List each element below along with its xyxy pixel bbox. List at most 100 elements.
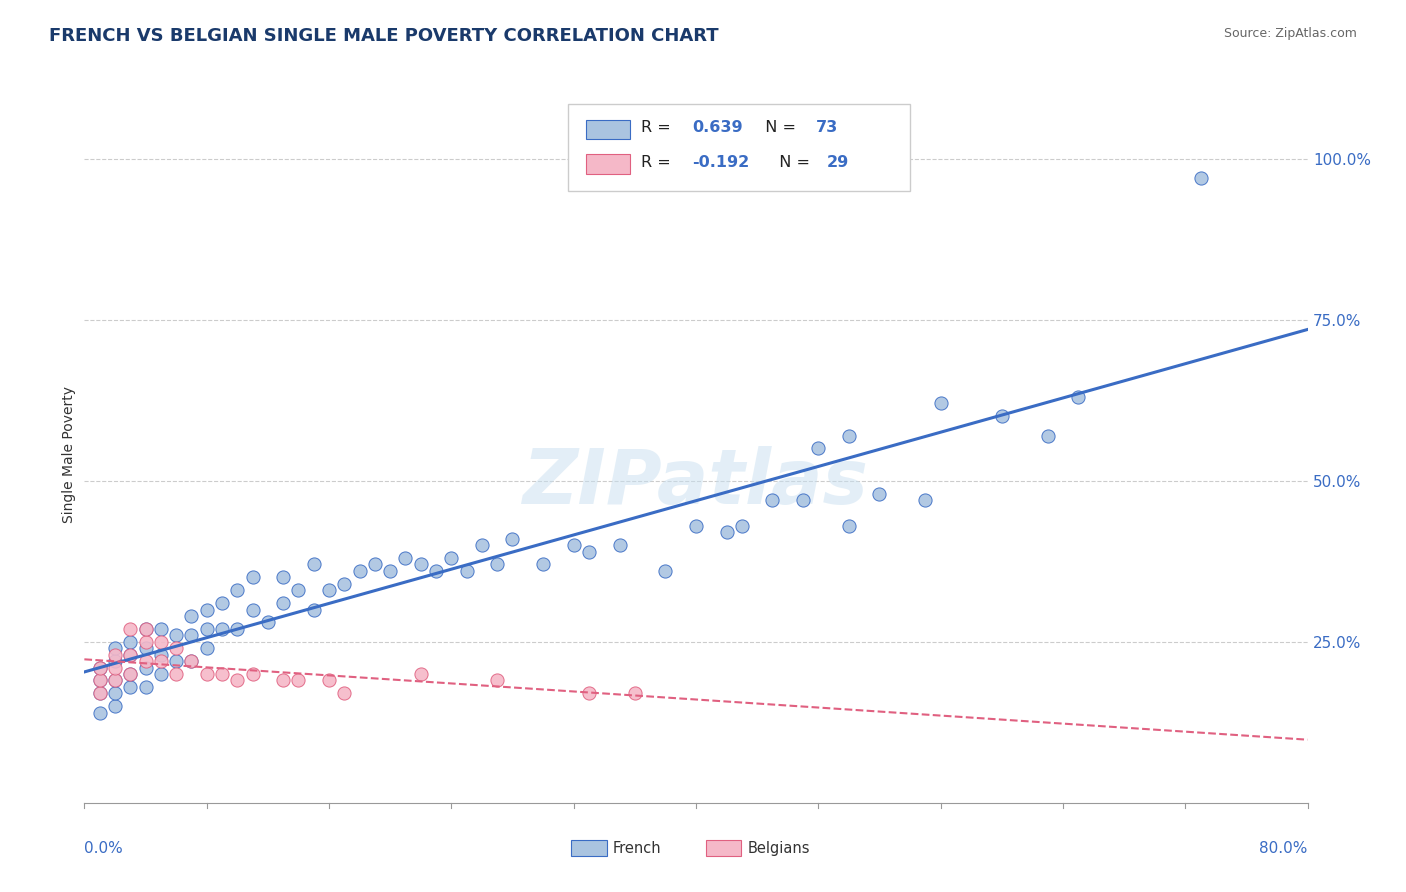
Point [104,673,127,688]
Text: N =: N = [769,155,815,170]
Point [104,699,127,714]
Point [578,686,600,700]
Point [165,667,187,681]
Point [716,525,738,540]
Point [380,564,402,578]
Point [180,654,202,668]
Point [211,596,233,610]
Text: 80.0%: 80.0% [1260,841,1308,856]
Point [135,641,157,656]
Point [120,667,142,681]
Point [409,558,432,572]
Point [135,660,157,674]
Point [318,673,340,688]
Point [120,648,142,662]
Point [609,538,631,552]
Point [287,673,309,688]
Point [425,564,447,578]
Point [409,667,432,681]
Point [685,518,707,533]
Point [792,493,814,508]
Point [104,654,127,668]
Point [89,660,111,674]
FancyBboxPatch shape [586,120,630,139]
Point [226,583,249,598]
Point [364,558,387,572]
Point [149,622,172,636]
Point [120,648,142,662]
Point [654,564,676,578]
Point [440,551,463,566]
Point [89,673,111,688]
Text: 29: 29 [827,155,849,170]
FancyBboxPatch shape [706,839,741,856]
Point [211,667,233,681]
Point [838,518,860,533]
Point [271,570,294,584]
Point [318,583,340,598]
Point [104,686,127,700]
Text: R =: R = [641,120,676,136]
Text: 0.0%: 0.0% [84,841,124,856]
Point [149,634,172,648]
Point [333,686,356,700]
Point [502,532,524,546]
Point [149,654,172,668]
Text: ZIPatlas: ZIPatlas [523,446,869,520]
Point [562,538,585,552]
Text: 73: 73 [815,120,838,136]
Point [271,673,294,688]
Point [242,667,264,681]
Point [257,615,280,630]
Point [180,628,202,642]
Point [165,641,187,656]
Point [135,622,157,636]
Point [456,564,478,578]
Point [195,667,218,681]
Point [1036,428,1059,442]
Point [1189,170,1212,185]
Point [89,686,111,700]
Point [89,660,111,674]
Point [471,538,494,552]
Point [226,622,249,636]
Point [135,622,157,636]
FancyBboxPatch shape [571,839,606,856]
Point [914,493,936,508]
Point [165,654,187,668]
Text: N =: N = [755,120,801,136]
Point [486,558,509,572]
Point [271,596,294,610]
Point [120,634,142,648]
Point [333,576,356,591]
Point [929,396,952,410]
Point [104,641,127,656]
Point [394,551,416,566]
Point [89,706,111,720]
Point [242,602,264,616]
Text: Source: ZipAtlas.com: Source: ZipAtlas.com [1223,27,1357,40]
Point [104,648,127,662]
Point [120,680,142,694]
Point [531,558,554,572]
Text: 0.639: 0.639 [692,120,742,136]
Text: Belgians: Belgians [748,840,810,855]
Point [211,622,233,636]
Point [242,570,264,584]
Point [761,493,783,508]
Text: FRENCH VS BELGIAN SINGLE MALE POVERTY CORRELATION CHART: FRENCH VS BELGIAN SINGLE MALE POVERTY CO… [49,27,718,45]
Point [180,654,202,668]
Point [195,622,218,636]
Point [869,486,891,500]
Point [578,544,600,558]
Point [89,673,111,688]
Point [287,583,309,598]
Point [195,641,218,656]
Point [349,564,371,578]
Point [104,660,127,674]
Point [302,558,325,572]
Point [135,680,157,694]
Point [149,667,172,681]
FancyBboxPatch shape [586,154,630,174]
Y-axis label: Single Male Poverty: Single Male Poverty [62,386,76,524]
